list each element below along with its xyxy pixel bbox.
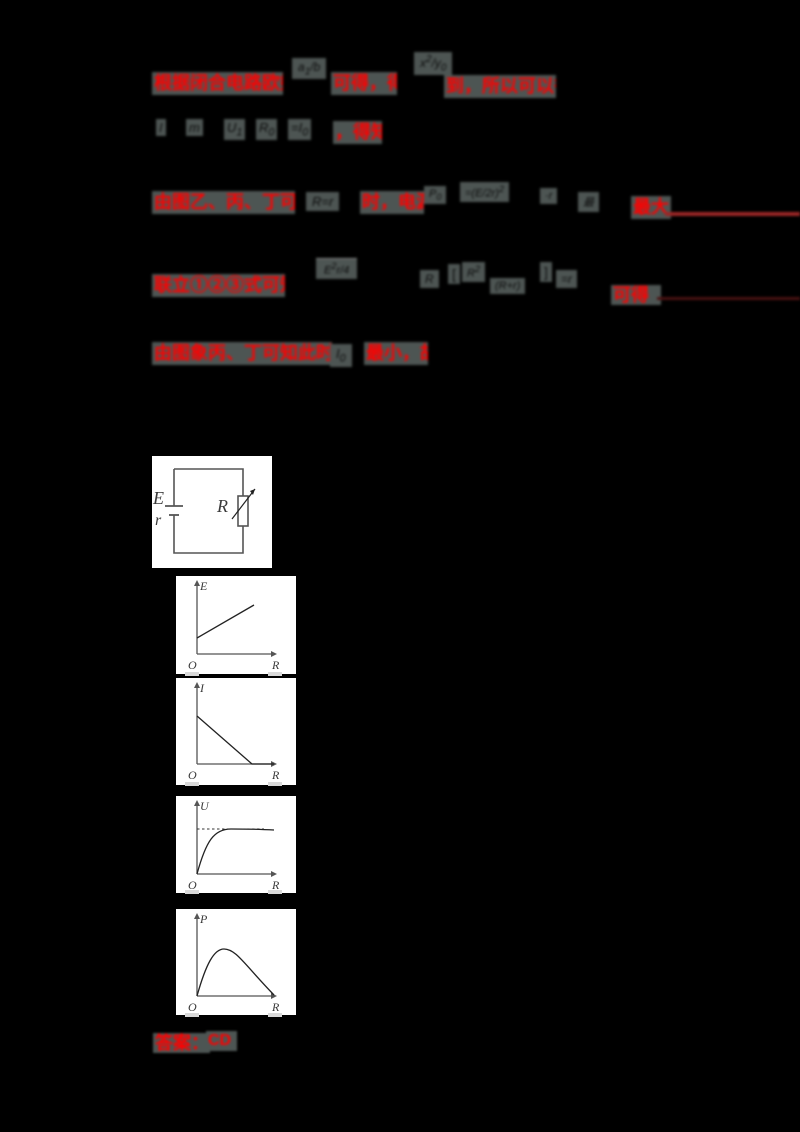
svg-text:R: R [271,1000,280,1014]
svg-text:O: O [188,768,197,782]
svg-text:U: U [200,799,210,813]
svg-text:P: P [199,912,208,926]
svg-text:E: E [152,488,164,508]
svg-text:E: E [199,579,208,593]
svg-text:I: I [199,681,205,695]
svg-text:R: R [271,658,280,672]
svg-text:O: O [188,658,197,672]
svg-text:R: R [271,768,280,782]
svg-text:R: R [216,496,228,516]
svg-text:O: O [188,1000,197,1014]
svg-text:r: r [155,512,162,529]
